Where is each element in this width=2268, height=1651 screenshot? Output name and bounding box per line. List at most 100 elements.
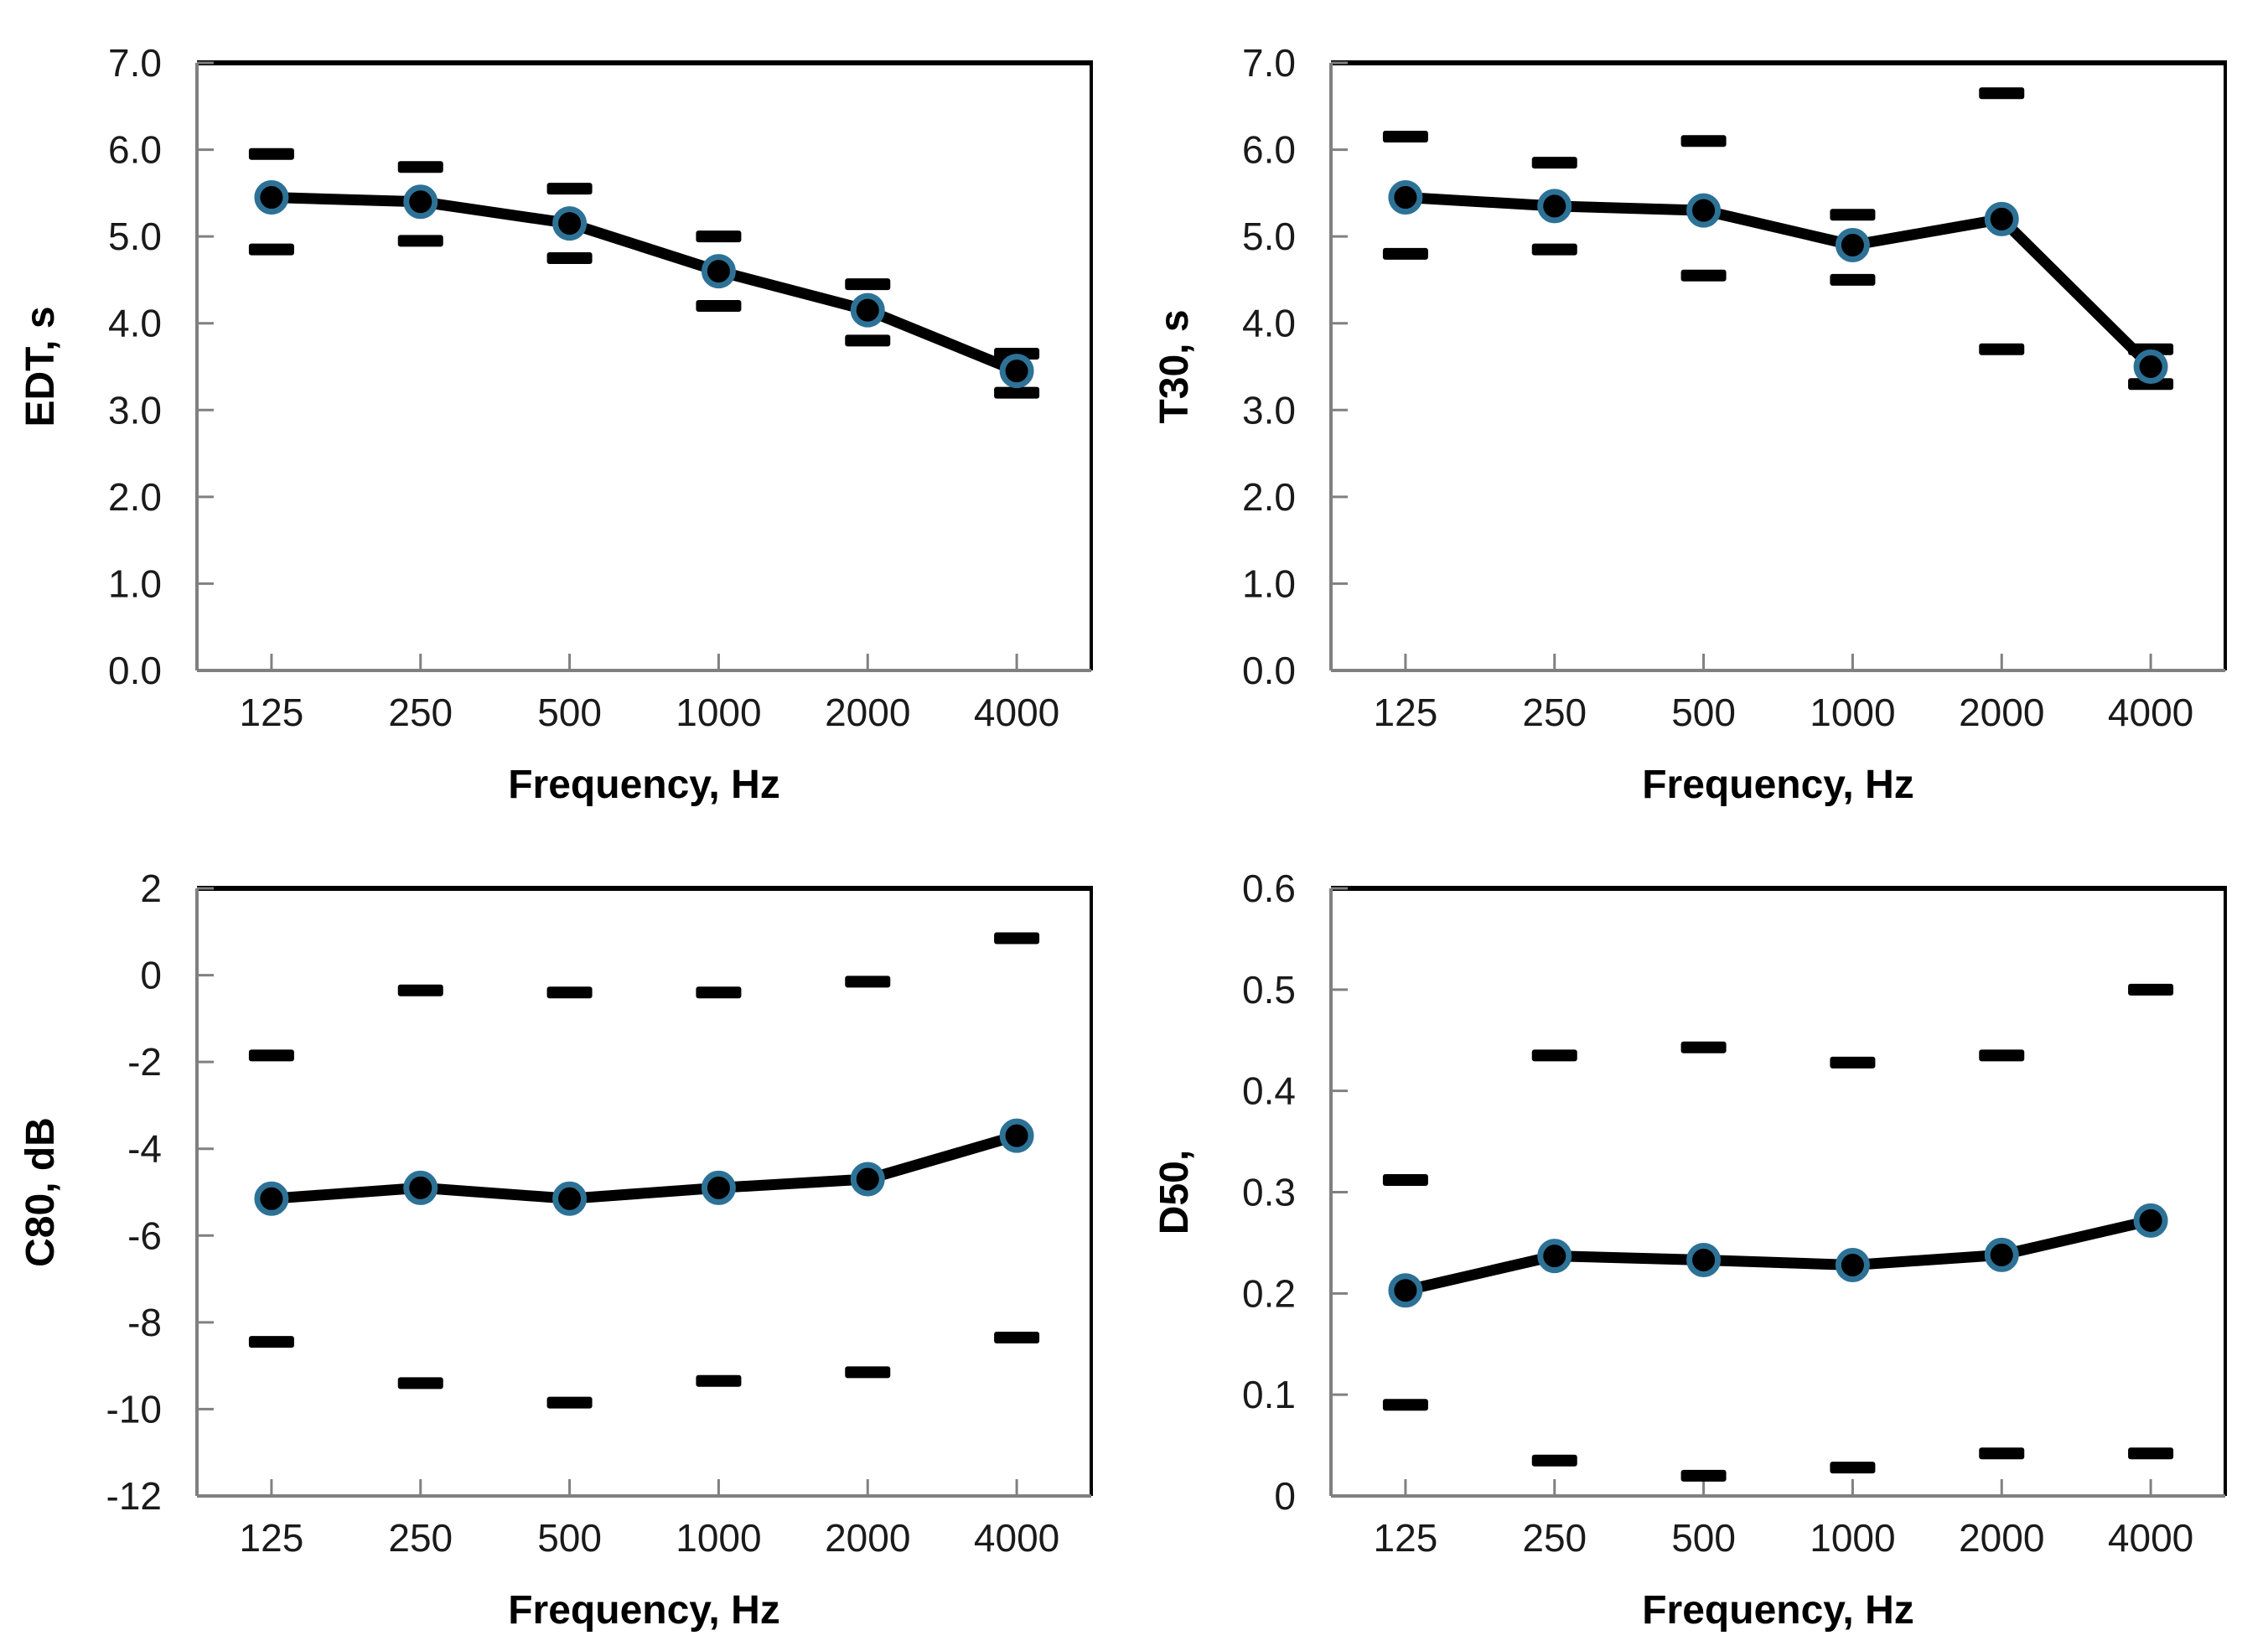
error-dash-min <box>1382 247 1428 260</box>
error-dash-min <box>2128 378 2174 391</box>
y-tick-label: 2 <box>140 867 162 910</box>
x-tick-label: 2000 <box>825 691 910 734</box>
chart-svg-t30: 7.0 6.0 5.0 4.0 3.0 2.0 1.0 0.0 125 250 500 1000 200… <box>1152 41 2227 807</box>
x-tick-label: 1000 <box>1810 1516 1895 1560</box>
error-dash-min <box>1531 1454 1577 1467</box>
y-tick-label: 3.0 <box>1242 388 1296 432</box>
error-dash-max <box>1680 1041 1727 1053</box>
error-dash-max <box>1979 87 2025 100</box>
error-dash-min <box>248 243 294 256</box>
x-tick-label: 250 <box>388 691 453 734</box>
series-line <box>266 1130 1023 1204</box>
y-tick-label: 0.6 <box>1242 867 1296 910</box>
error-dash-max <box>1382 131 1428 143</box>
error-dash-min <box>546 252 593 265</box>
data-point-marker <box>1388 1273 1423 1308</box>
error-dash-min <box>1680 269 1727 282</box>
data-point-marker <box>1537 189 1572 224</box>
data-point-marker <box>999 1118 1034 1153</box>
error-dash-max <box>2128 343 2174 355</box>
y-tick-label: 6.0 <box>1242 128 1296 172</box>
x-tick-label: 125 <box>1374 691 1438 734</box>
y-tick-label: 2.0 <box>108 475 162 519</box>
error-dash-min <box>696 300 742 312</box>
x-tick-label: 4000 <box>974 1516 1059 1560</box>
chart-edt: 7.0 6.0 5.0 4.0 3.0 2.0 1.0 0.0 125 250 500 1000 200… <box>0 0 1134 826</box>
x-tick-label: 125 <box>240 1516 304 1560</box>
data-point-marker <box>1686 193 1722 228</box>
x-tick-label: 125 <box>1374 1516 1438 1560</box>
y-axis-title: D50, <box>1152 1150 1197 1234</box>
error-dash-max <box>845 976 891 988</box>
x-tick-label: 1000 <box>676 691 761 734</box>
y-tick-label: -6 <box>127 1214 162 1257</box>
y-tick-label: 1.0 <box>108 562 162 605</box>
data-point-marker <box>2133 349 2168 384</box>
error-dash-max <box>845 278 891 291</box>
data-point-marker <box>701 254 736 289</box>
x-tick-label: 4000 <box>2108 691 2193 734</box>
error-dash-max <box>1979 1049 2025 1062</box>
error-dash-min <box>994 1331 1040 1343</box>
y-tick-label: -4 <box>127 1127 162 1171</box>
y-tick-label: -12 <box>106 1474 162 1518</box>
error-dash-max <box>1382 1174 1428 1186</box>
error-dash-max <box>994 347 1040 360</box>
x-tick-label: 4000 <box>974 691 1059 734</box>
y-tick-label: 5.0 <box>108 215 162 258</box>
error-dash-max <box>1531 157 1577 169</box>
series-line <box>1400 192 2157 372</box>
error-dash-max <box>546 986 593 999</box>
data-point-marker <box>850 1162 885 1197</box>
data-point-marker <box>403 184 438 220</box>
error-dash-max <box>248 148 294 160</box>
y-tick-label: -10 <box>106 1387 162 1431</box>
x-axis-title: Frequency, Hz <box>1642 1588 1914 1633</box>
x-tick-label: 250 <box>388 1516 453 1560</box>
data-point-marker <box>1984 1237 2019 1272</box>
error-dash-min <box>1979 1447 2025 1460</box>
x-tick-label: 500 <box>537 1516 602 1560</box>
data-point-marker <box>850 292 885 328</box>
y-tick-label: 4.0 <box>108 302 162 345</box>
data-point-marker <box>552 1181 588 1216</box>
error-dash-max <box>1830 209 1876 221</box>
x-tick-label: 2000 <box>1959 1516 2044 1560</box>
error-dash-max <box>397 984 443 996</box>
y-tick-label: -8 <box>127 1301 162 1344</box>
error-dash-max <box>696 986 742 999</box>
y-tick-label: 7.0 <box>1242 41 1296 85</box>
error-dash-max <box>994 932 1040 945</box>
data-point-marker <box>1388 180 1423 215</box>
error-dash-max <box>248 1049 294 1062</box>
x-tick-label: 500 <box>537 691 602 734</box>
y-tick-label: 6.0 <box>108 128 162 172</box>
y-tick-label: 5.0 <box>1242 215 1296 258</box>
y-tick-label: 1.0 <box>1242 562 1296 605</box>
y-tick-label: 0.1 <box>1242 1373 1296 1416</box>
data-point-marker <box>1984 201 2019 236</box>
chart-d50: 0.6 0.5 0.4 0.3 0.2 0.1 0 125 250 500 1000 2000 4000… <box>1134 826 2268 1651</box>
data-point-marker <box>2133 1203 2168 1238</box>
error-dash-min <box>397 1377 443 1390</box>
error-dash-max <box>546 183 593 195</box>
x-tick-label: 250 <box>1522 691 1587 734</box>
data-point-marker <box>1537 1239 1572 1274</box>
x-tick-label: 4000 <box>2108 1516 2193 1560</box>
data-point-marker <box>999 354 1034 389</box>
y-axis-title: T30, s <box>1152 309 1197 423</box>
error-dash-max <box>2128 983 2174 996</box>
error-dash-max <box>1830 1056 1876 1069</box>
data-point-marker <box>254 1181 289 1216</box>
series-line <box>1400 1214 2157 1296</box>
y-axis-title: EDT, s <box>18 306 63 427</box>
error-dash-min <box>248 1336 294 1348</box>
error-dash-min <box>1680 1469 1727 1482</box>
error-dash-max <box>696 230 742 243</box>
error-dash-min <box>546 1396 593 1409</box>
x-axis-title: Frequency, Hz <box>508 763 780 807</box>
error-dash-min <box>845 1366 891 1379</box>
x-axis-title: Frequency, Hz <box>508 1588 780 1633</box>
error-dash-min <box>994 386 1040 399</box>
